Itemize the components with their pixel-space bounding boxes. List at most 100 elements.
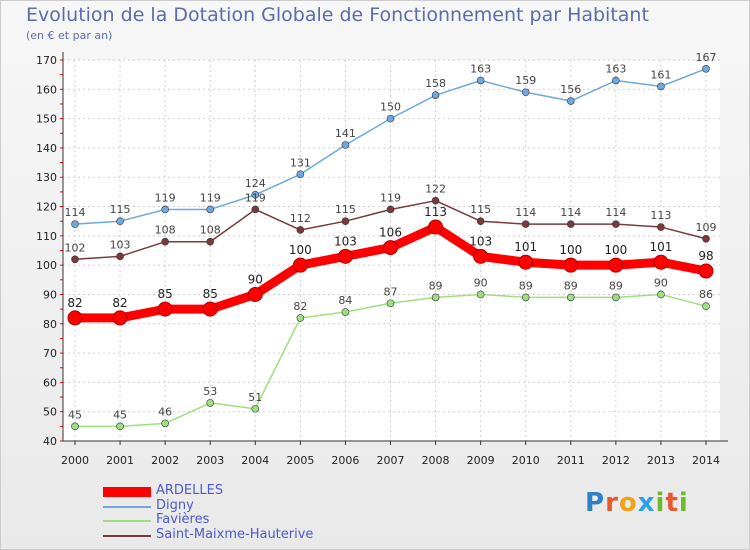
data-label-favieres: 46	[158, 405, 172, 418]
data-point-saint-maixme-hauterive	[702, 234, 710, 243]
data-point-ardelles	[202, 301, 218, 317]
data-point-digny	[71, 220, 79, 228]
data-point-favieres	[341, 308, 350, 316]
x-tick-label: 2000	[61, 454, 89, 467]
data-label-digny: 159	[515, 74, 536, 87]
data-label-saint-maixme-hauterive: 114	[560, 206, 581, 219]
data-label-ardelles: 98	[698, 249, 713, 263]
data-point-favieres	[612, 293, 620, 302]
data-point-favieres	[386, 299, 395, 308]
data-label-saint-maixme-hauterive: 119	[245, 191, 266, 204]
data-point-ardelles	[563, 257, 579, 273]
y-tick-label: 110	[36, 230, 57, 243]
data-label-saint-maixme-hauterive: 122	[425, 183, 446, 196]
data-point-saint-maixme-hauterive	[386, 205, 395, 214]
legend-swatch-ardelles	[103, 487, 151, 497]
data-label-saint-maixme-hauterive: 119	[380, 191, 401, 204]
data-point-digny	[116, 217, 124, 225]
data-point-ardelles	[608, 257, 624, 273]
x-tick-label: 2010	[512, 454, 540, 467]
legend-swatch-digny	[103, 505, 151, 508]
data-label-favieres: 89	[564, 279, 578, 292]
data-label-saint-maixme-hauterive: 108	[200, 224, 221, 237]
data-point-digny	[612, 76, 620, 85]
data-point-digny	[476, 76, 485, 85]
data-label-saint-maixme-hauterive: 112	[290, 212, 311, 225]
y-tick-label: 150	[36, 113, 57, 126]
data-point-digny	[341, 141, 350, 149]
data-point-ardelles	[518, 254, 534, 270]
x-tick-label: 2006	[331, 454, 359, 467]
x-tick-label: 2014	[692, 454, 720, 467]
data-label-ardelles: 85	[158, 287, 173, 301]
data-label-ardelles: 113	[424, 205, 447, 219]
data-label-favieres: 82	[293, 300, 307, 313]
y-tick-label: 140	[36, 142, 57, 155]
data-label-digny: 163	[605, 63, 626, 76]
legend-label-ardelles: ARDELLES	[156, 483, 224, 498]
data-label-favieres: 90	[654, 276, 668, 289]
x-tick-label: 2003	[196, 454, 224, 467]
data-label-digny: 158	[425, 77, 446, 90]
data-label-ardelles: 100	[289, 243, 312, 257]
y-tick-label: 60	[43, 376, 57, 389]
data-point-favieres	[296, 314, 305, 322]
data-label-ardelles: 90	[248, 272, 263, 286]
data-label-favieres: 51	[248, 391, 262, 404]
data-point-favieres	[566, 293, 575, 302]
x-tick-label: 2007	[377, 454, 405, 467]
data-point-ardelles	[112, 310, 128, 326]
y-tick-label: 50	[43, 406, 57, 419]
data-label-saint-maixme-hauterive: 109	[696, 221, 717, 234]
data-point-saint-maixme-hauterive	[341, 217, 350, 225]
data-label-favieres: 86	[699, 288, 713, 301]
legend-label-digny: Digny	[156, 497, 194, 513]
data-point-saint-maixme-hauterive	[71, 255, 79, 264]
data-point-ardelles	[473, 248, 489, 264]
data-point-digny	[251, 191, 260, 199]
data-point-ardelles	[428, 219, 444, 235]
data-point-favieres	[476, 290, 485, 299]
data-label-saint-maixme-hauterive: 108	[155, 224, 176, 237]
data-label-favieres: 89	[609, 279, 623, 292]
data-label-ardelles: 82	[112, 296, 127, 310]
data-point-digny	[702, 64, 710, 73]
data-label-saint-maixme-hauterive: 114	[515, 206, 536, 219]
data-point-saint-maixme-hauterive	[251, 205, 260, 214]
legend-swatch-favieres	[103, 520, 151, 522]
data-point-favieres	[161, 419, 169, 428]
x-tick-label: 2009	[467, 454, 495, 467]
data-label-ardelles: 103	[334, 234, 357, 248]
data-point-ardelles	[67, 310, 83, 326]
data-point-ardelles	[337, 248, 353, 264]
data-label-digny: 150	[380, 101, 401, 114]
data-label-favieres: 84	[338, 294, 352, 307]
data-point-saint-maixme-hauterive	[116, 252, 124, 261]
data-label-digny: 161	[650, 68, 671, 81]
data-point-digny	[521, 88, 530, 97]
data-point-favieres	[431, 293, 440, 302]
y-tick-label: 100	[36, 259, 57, 272]
data-point-digny	[386, 114, 395, 123]
data-label-ardelles: 82	[67, 296, 82, 310]
x-tick-label: 2012	[602, 454, 630, 467]
data-point-ardelles	[157, 301, 173, 317]
data-point-ardelles	[653, 254, 669, 270]
data-point-favieres	[71, 422, 79, 431]
y-tick-label: 80	[43, 318, 57, 331]
data-label-favieres: 87	[384, 285, 398, 298]
data-label-digny: 167	[696, 51, 717, 64]
data-label-digny: 163	[470, 63, 491, 76]
y-tick-label: 40	[43, 435, 57, 448]
data-label-ardelles: 100	[559, 243, 582, 257]
data-point-digny	[296, 170, 305, 179]
data-point-ardelles	[292, 257, 308, 273]
data-label-digny: 119	[200, 191, 221, 204]
x-tick-label: 2013	[647, 454, 675, 467]
x-tick-label: 2008	[422, 454, 450, 467]
data-point-saint-maixme-hauterive	[161, 237, 169, 246]
data-point-ardelles	[383, 240, 398, 256]
data-point-favieres	[657, 290, 665, 299]
legend-swatch-saint-maixme	[103, 534, 151, 537]
data-point-saint-maixme-hauterive	[657, 223, 665, 231]
